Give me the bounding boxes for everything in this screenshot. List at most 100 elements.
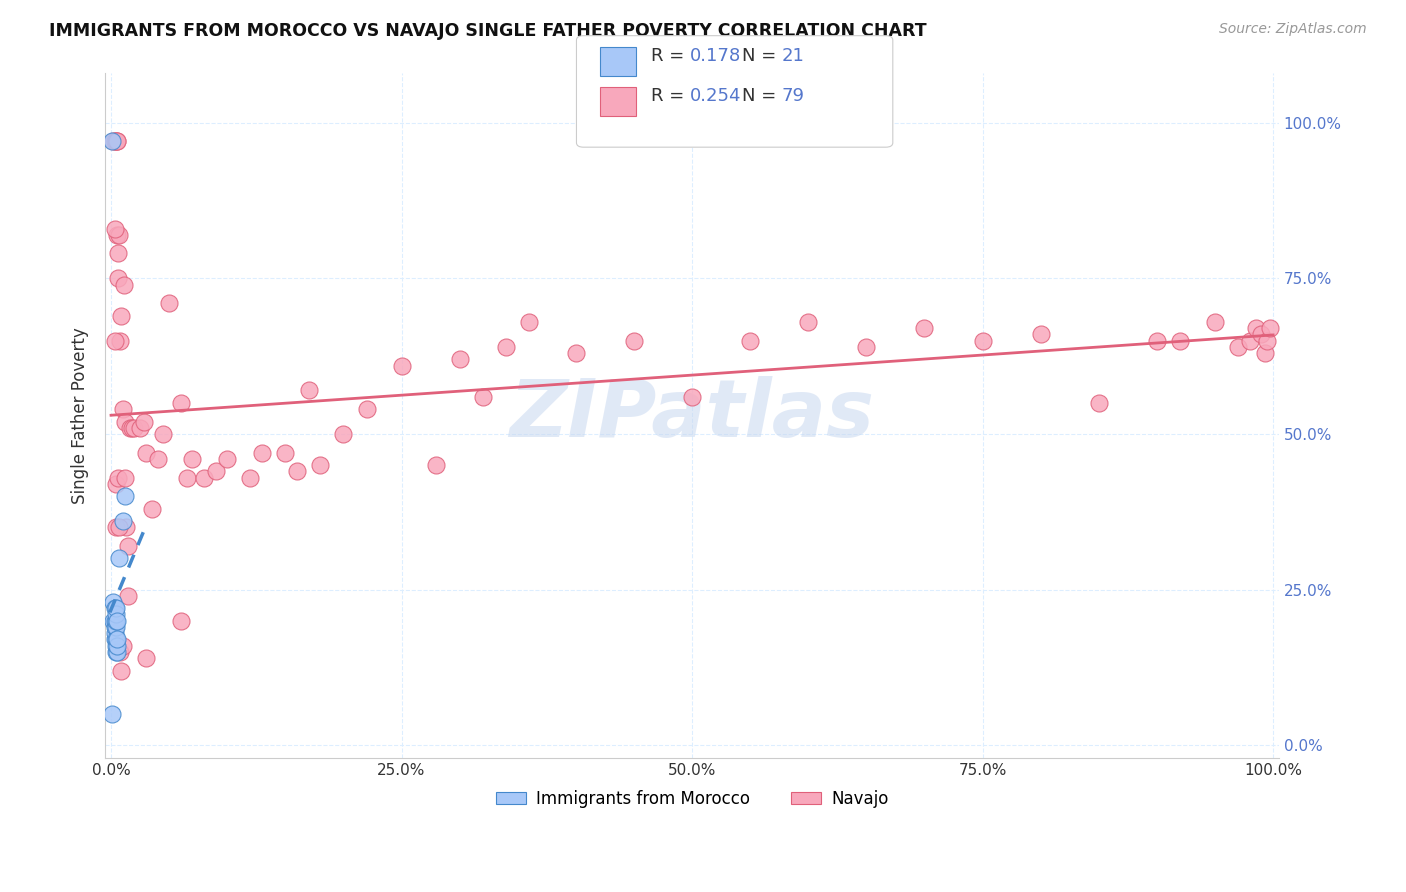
Point	[1088, 396, 1111, 410]
Point	[114, 470, 136, 484]
Point	[104, 639, 127, 653]
Point	[103, 135, 125, 149]
Point	[105, 135, 128, 149]
Point	[122, 421, 145, 435]
Point	[103, 620, 125, 634]
Point	[1168, 334, 1191, 348]
Text: R =: R =	[651, 47, 690, 65]
Y-axis label: Single Father Poverty: Single Father Poverty	[72, 327, 89, 504]
Point	[105, 614, 128, 628]
Point	[105, 135, 128, 149]
Point	[1029, 327, 1052, 342]
Point	[107, 271, 129, 285]
Point	[108, 520, 131, 534]
Point	[101, 135, 124, 149]
Legend: Immigrants from Morocco, Navajo: Immigrants from Morocco, Navajo	[489, 783, 896, 814]
Point	[103, 626, 125, 640]
Point	[108, 551, 131, 566]
Point	[332, 427, 354, 442]
Point	[285, 464, 308, 478]
Point	[112, 277, 135, 292]
Point	[105, 645, 128, 659]
Point	[103, 632, 125, 647]
Point	[471, 390, 494, 404]
Point	[104, 632, 127, 647]
Point	[104, 607, 127, 622]
Point	[250, 445, 273, 459]
Point	[114, 489, 136, 503]
Point	[115, 520, 138, 534]
Point	[176, 470, 198, 484]
Point	[495, 340, 517, 354]
Point	[797, 315, 820, 329]
Point	[117, 589, 139, 603]
Point	[170, 396, 193, 410]
Point	[356, 402, 378, 417]
Text: Source: ZipAtlas.com: Source: ZipAtlas.com	[1219, 22, 1367, 37]
Point	[108, 227, 131, 242]
Point	[114, 415, 136, 429]
Text: 0.254: 0.254	[690, 87, 742, 105]
Point	[111, 514, 134, 528]
Point	[103, 595, 125, 609]
Point	[110, 334, 132, 348]
Point	[193, 470, 215, 484]
Point	[103, 601, 125, 615]
Point	[297, 384, 319, 398]
Point	[132, 415, 155, 429]
Point	[104, 601, 127, 615]
Point	[1254, 346, 1277, 360]
Point	[141, 501, 163, 516]
Point	[519, 315, 541, 329]
Point	[681, 390, 703, 404]
Point	[391, 359, 413, 373]
Point	[1256, 334, 1278, 348]
Point	[309, 458, 332, 472]
Point	[121, 421, 143, 435]
Point	[217, 451, 239, 466]
Point	[740, 334, 762, 348]
Point	[972, 334, 994, 348]
Point	[152, 427, 174, 442]
Point	[111, 402, 134, 417]
Text: R =: R =	[651, 87, 690, 105]
Point	[101, 707, 124, 722]
Point	[146, 451, 169, 466]
Point	[157, 296, 180, 310]
Text: IMMIGRANTS FROM MOROCCO VS NAVAJO SINGLE FATHER POVERTY CORRELATION CHART: IMMIGRANTS FROM MOROCCO VS NAVAJO SINGLE…	[49, 22, 927, 40]
Point	[135, 445, 157, 459]
Point	[1239, 334, 1261, 348]
Point	[855, 340, 877, 354]
Point	[565, 346, 588, 360]
Text: N =: N =	[742, 47, 782, 65]
Text: 21: 21	[782, 47, 804, 65]
Point	[107, 470, 129, 484]
Point	[425, 458, 447, 472]
Point	[117, 539, 139, 553]
Point	[449, 352, 471, 367]
Point	[105, 639, 128, 653]
Point	[239, 470, 262, 484]
Point	[118, 421, 141, 435]
Point	[103, 221, 125, 235]
Point	[105, 227, 128, 242]
Point	[623, 334, 645, 348]
Text: 0.178: 0.178	[690, 47, 741, 65]
Point	[104, 614, 127, 628]
Point	[274, 445, 297, 459]
Point	[103, 614, 125, 628]
Point	[104, 620, 127, 634]
Point	[204, 464, 226, 478]
Point	[111, 639, 134, 653]
Point	[104, 645, 127, 659]
Point	[105, 632, 128, 647]
Point	[914, 321, 936, 335]
Point	[129, 421, 152, 435]
Point	[170, 614, 193, 628]
Text: ZIPatlas: ZIPatlas	[509, 376, 875, 454]
Point	[1250, 327, 1272, 342]
Text: 79: 79	[782, 87, 804, 105]
Point	[1244, 321, 1267, 335]
Point	[103, 334, 125, 348]
Point	[104, 476, 127, 491]
